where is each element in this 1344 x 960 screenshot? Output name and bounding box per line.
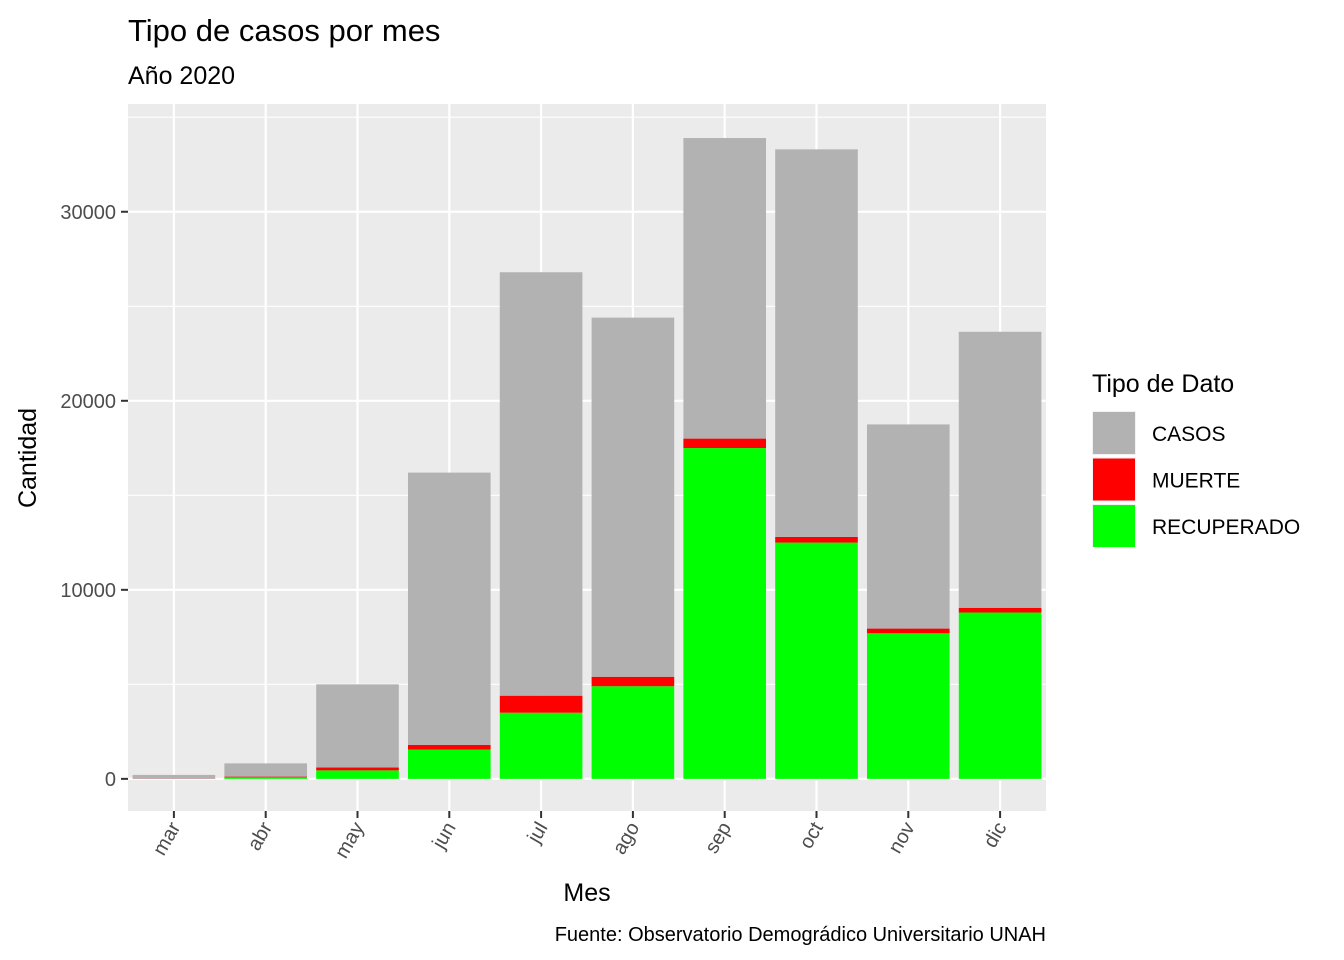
x-tick-label-nov: nov — [884, 819, 919, 858]
bar-casos-abr — [224, 763, 308, 777]
bar-muerte-may — [316, 767, 399, 771]
bar-muerte-jul — [499, 695, 583, 713]
legend-swatch-muerte — [1093, 458, 1135, 501]
legend-label-casos: CASOS — [1152, 423, 1226, 446]
bar-muerte-sep — [683, 438, 767, 449]
y-tick-label: 20000 — [60, 391, 116, 413]
bar-muerte-nov — [866, 628, 950, 634]
x-axis-title: Mes — [563, 879, 610, 907]
bar-casos-sep — [683, 138, 767, 439]
bar-recuperado-jul — [499, 712, 583, 779]
bar-muerte-abr — [224, 776, 308, 778]
bar-muerte-dic — [958, 607, 1042, 613]
bar-recuperado-nov — [866, 633, 950, 779]
x-tick-label-jul: jul — [523, 819, 553, 848]
legend: Tipo de Dato CASOS MUERTE RECUPERADO — [1092, 370, 1300, 548]
y-tick-label: 10000 — [60, 580, 116, 602]
legend-label-muerte: MUERTE — [1152, 470, 1240, 493]
x-tick-label-dic: dic — [980, 819, 1012, 852]
x-tick-label-ago: ago — [608, 819, 644, 859]
bar-casos-nov — [866, 424, 950, 629]
bar-recuperado-abr — [224, 777, 308, 779]
x-tick-label-oct: oct — [795, 818, 828, 852]
bar-recuperado-oct — [775, 542, 858, 779]
x-axis: mar abr may jun jul ago sep oct nov dic — [149, 811, 1011, 862]
bar-casos-may — [316, 684, 399, 768]
bar-recuperado-sep — [683, 448, 767, 779]
bar-casos-oct — [775, 149, 858, 537]
x-tick-label-may: may — [331, 819, 369, 863]
x-tick-label-jun: jun — [428, 819, 461, 854]
legend-swatch-recuperado — [1093, 505, 1135, 547]
bar-recuperado-ago — [591, 686, 675, 779]
chart-subtitle: Año 2020 — [128, 62, 235, 90]
bar-casos-mar — [132, 774, 216, 779]
bars — [132, 138, 1042, 779]
y-tick-label: 0 — [105, 769, 116, 791]
bar-muerte-oct — [775, 536, 858, 543]
bar-muerte-jun — [407, 744, 491, 750]
bar-recuperado-jun — [407, 749, 491, 779]
bar-recuperado-dic — [958, 612, 1042, 779]
bar-muerte-ago — [591, 676, 675, 687]
bar-casos-dic — [958, 331, 1042, 608]
bar-recuperado-may — [316, 770, 399, 779]
legend-label-recuperado: RECUPERADO — [1152, 516, 1300, 539]
bar-casos-jul — [499, 272, 583, 696]
bar-casos-ago — [591, 317, 675, 677]
legend-swatch-casos — [1093, 412, 1135, 454]
x-tick-label-mar: mar — [149, 818, 185, 859]
legend-title: Tipo de Dato — [1092, 370, 1234, 398]
y-tick-label: 30000 — [60, 202, 116, 224]
chart-title: Tipo de casos por mes — [128, 13, 440, 48]
y-axis-title: Cantidad — [14, 408, 42, 508]
y-axis: 0 10000 20000 30000 — [60, 202, 128, 791]
x-tick-label-sep: sep — [701, 819, 736, 858]
chart-caption: Fuente: Observatorio Demográdico Univers… — [555, 924, 1046, 946]
bar-casos-jun — [407, 472, 491, 745]
x-tick-label-abr: abr — [244, 818, 278, 854]
